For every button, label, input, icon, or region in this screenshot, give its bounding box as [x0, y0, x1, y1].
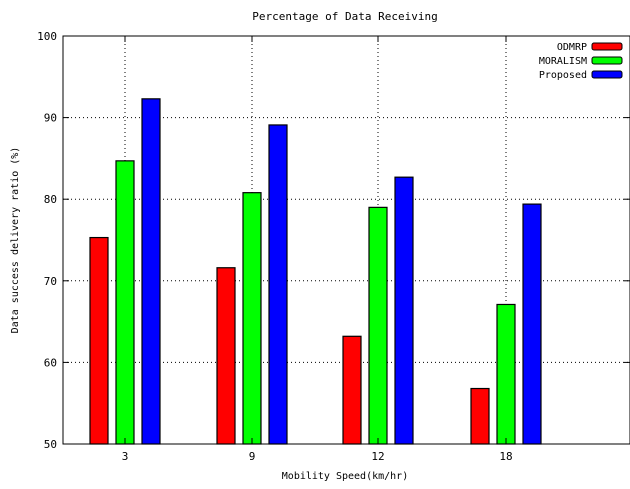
bar-odmrp-3 [89, 236, 109, 445]
bar-moralism-3 [115, 160, 135, 445]
y-axis-label: Data success delivery ratio (%) [10, 147, 21, 334]
x-axis-label: Mobility Speed(km/hr) [282, 471, 408, 482]
y-tick-label: 90 [44, 112, 57, 125]
x-tick-label: 3 [122, 450, 129, 463]
legend-label: MORALISM [539, 56, 587, 67]
bar-proposed-18 [522, 203, 542, 445]
bar-odmrp-18 [470, 387, 490, 445]
legend: ODMRP MORALISM Proposed [539, 42, 623, 81]
x-tick-label: 9 [249, 450, 256, 463]
bar-moralism-18 [496, 303, 516, 445]
chart-title: Percentage of Data Receiving [252, 10, 437, 23]
y-tick-label: 50 [44, 438, 57, 451]
legend-swatch-proposed [591, 70, 623, 79]
bars [89, 98, 542, 445]
bar-odmrp-9 [216, 267, 236, 445]
bar-moralism-9 [242, 192, 262, 445]
legend-label: Proposed [539, 70, 587, 81]
y-tick-label: 80 [44, 193, 57, 206]
legend-swatch-moralism [591, 56, 623, 65]
legend-label: ODMRP [557, 42, 587, 53]
x-tick-label: 18 [499, 450, 512, 463]
bar-proposed-3 [141, 98, 161, 445]
bar-moralism-12 [368, 206, 388, 445]
x-axis: 3 9 12 18 [122, 36, 513, 463]
bar-odmrp-12 [342, 335, 362, 445]
y-tick-label: 60 [44, 356, 57, 369]
plot-frame [62, 35, 630, 445]
y-tick-label: 70 [44, 275, 57, 288]
bar-proposed-12 [394, 176, 414, 445]
y-tick-label: 100 [37, 30, 57, 43]
bar-proposed-9 [268, 124, 288, 445]
legend-swatch-odmrp [591, 42, 623, 51]
y-axis: 50 60 70 80 90 100 [37, 30, 630, 451]
x-tick-label: 12 [371, 450, 384, 463]
